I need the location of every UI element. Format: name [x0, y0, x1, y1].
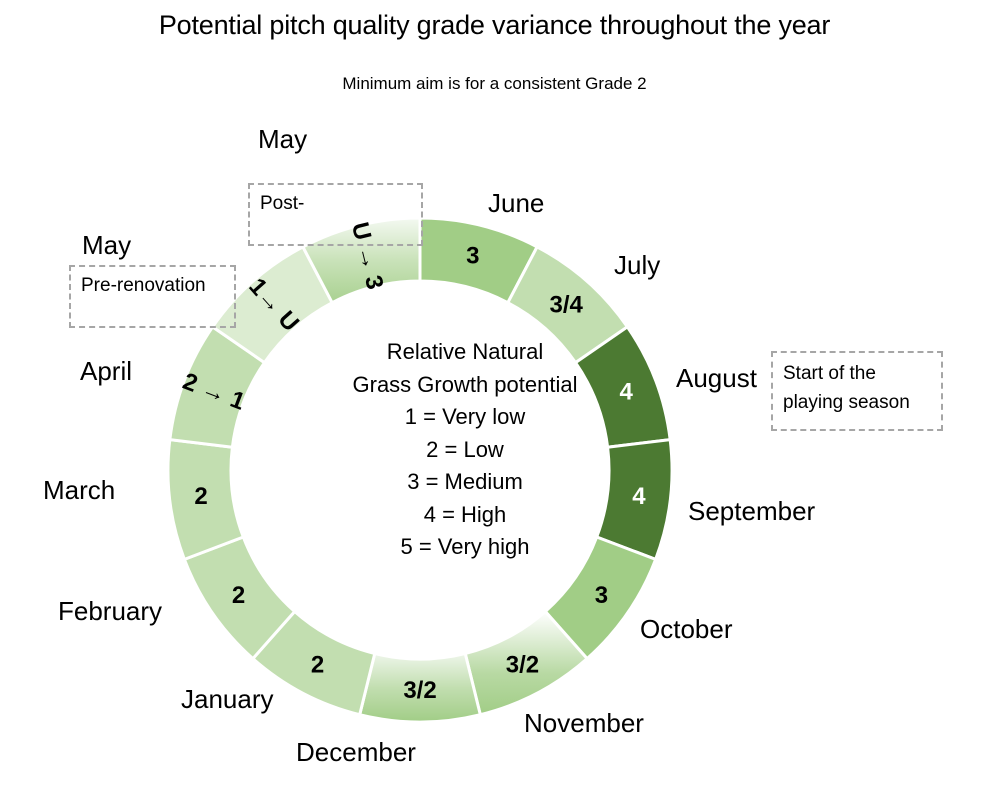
segment-grade-label: 2: [311, 652, 324, 679]
post-renovation-text: Post-: [260, 193, 305, 214]
month-label-february: February: [58, 596, 163, 626]
segment-grade-label: 2: [232, 582, 245, 609]
segment-grade-label: 3: [595, 582, 608, 609]
month-label-january: January: [181, 684, 274, 714]
legend-item: 2 = Low: [426, 436, 504, 462]
month-label-june: June: [488, 188, 545, 218]
month-label-september: September: [688, 496, 816, 526]
month-label-august: August: [676, 363, 757, 393]
pre-renovation-note: Pre-renovation: [69, 265, 236, 328]
month-label-december: December: [296, 737, 416, 767]
season-start-line2: playing season: [783, 392, 910, 413]
legend-heading-line2: Grass Growth potential: [352, 371, 578, 397]
pre-renovation-text: Pre-renovation: [81, 275, 206, 296]
month-label-october: October: [640, 614, 733, 644]
month-label-april: April: [80, 356, 133, 386]
segment-grade-label: 3/2: [403, 677, 436, 704]
legend-item: 3 = Medium: [407, 469, 523, 494]
segment-grade-label: 2: [194, 483, 207, 510]
growth-potential-legend: Relative Natural Grass Growth potential …: [320, 336, 610, 564]
month-label-may-pre: May: [82, 230, 132, 260]
chart-subtitle: Minimum aim is for a consistent Grade 2: [342, 74, 647, 93]
post-renovation-note: Post-: [248, 183, 423, 246]
month-label-may-post: May: [258, 124, 308, 154]
legend-item: 4 = High: [423, 501, 507, 527]
legend-item: 5 = Very high: [400, 534, 530, 559]
season-start-note: Start of the playing season: [771, 351, 943, 431]
month-label-november: November: [524, 708, 644, 738]
segment-grade-label: 3/4: [550, 291, 584, 318]
legend-heading-line1: Relative Natural: [386, 339, 544, 364]
ring-segment: [300, 216, 422, 305]
month-label-july: July: [614, 250, 661, 280]
segment-grade-label: 4: [632, 483, 646, 510]
season-start-line1: Start of the: [783, 363, 876, 384]
chart-title: Potential pitch quality grade variance t…: [158, 10, 831, 40]
legend-item: 1 = Very low: [404, 404, 526, 429]
segment-grade-label: 3/2: [506, 652, 539, 679]
month-label-march: March: [43, 475, 116, 505]
segment-grade-label: 3: [466, 242, 479, 269]
segment-grade-label: 4: [619, 378, 633, 405]
